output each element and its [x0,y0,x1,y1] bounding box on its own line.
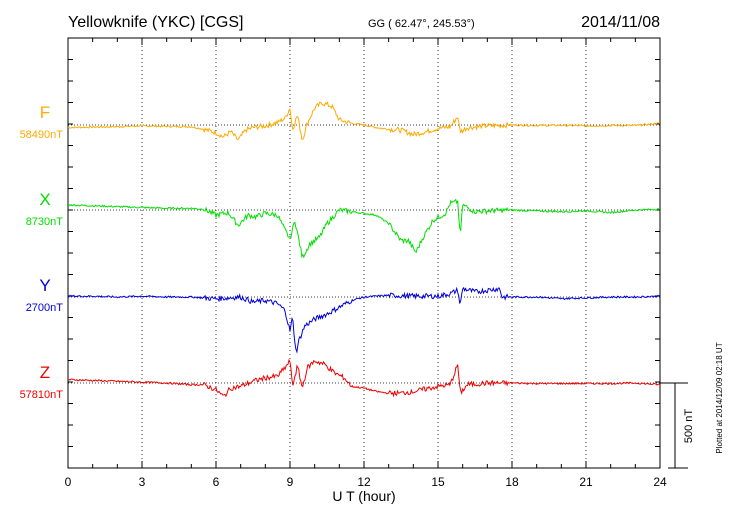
series-labels: F 58490nT X 8730nT Y 2700nT Z 57810nT [20,103,64,401]
plotted-timestamp: Plotted at 2014/12/09 02:18 UT [715,342,724,453]
x-tick-label: 18 [505,475,519,489]
x-tick-label: 6 [213,475,220,489]
x-axis-label: U T (hour) [332,488,395,504]
x-tick-label: 24 [653,475,667,489]
series-baseline-label-f: 58490nT [20,129,64,141]
series-line-z [67,358,661,398]
series-baseline-label-y: 2700nT [26,302,64,314]
gridlines [141,38,587,468]
x-tick-label: 9 [287,475,294,489]
series-line-f [67,101,661,141]
station-coords: GG ( 62.47°, 245.53°) [368,18,475,30]
series-name-f: F [40,103,50,122]
scale-bar [660,382,688,469]
x-tick-label: 3 [139,475,146,489]
series-line-y [67,286,660,354]
series-name-y: Y [39,276,50,295]
x-tick-label: 15 [431,475,445,489]
series-name-z: Z [40,363,50,382]
x-tick-label: 0 [65,475,72,489]
x-tick-label: 12 [357,475,371,489]
axis-ticks [67,37,661,469]
series-name-x: X [39,190,50,209]
series-traces [67,101,661,398]
chart-date: 2014/11/08 [581,14,660,31]
x-tick-label: 21 [579,475,593,489]
series-line-x [67,198,660,259]
series-baseline-label-z: 57810nT [20,389,64,401]
x-tick-labels: 0 3 6 9 12 15 18 21 24 [65,475,667,489]
scale-bar-label: 500 nT [683,409,695,444]
chart-title: Yellowknife (YKC) [CGS] [68,14,243,31]
series-baseline-label-x: 8730nT [26,216,64,228]
